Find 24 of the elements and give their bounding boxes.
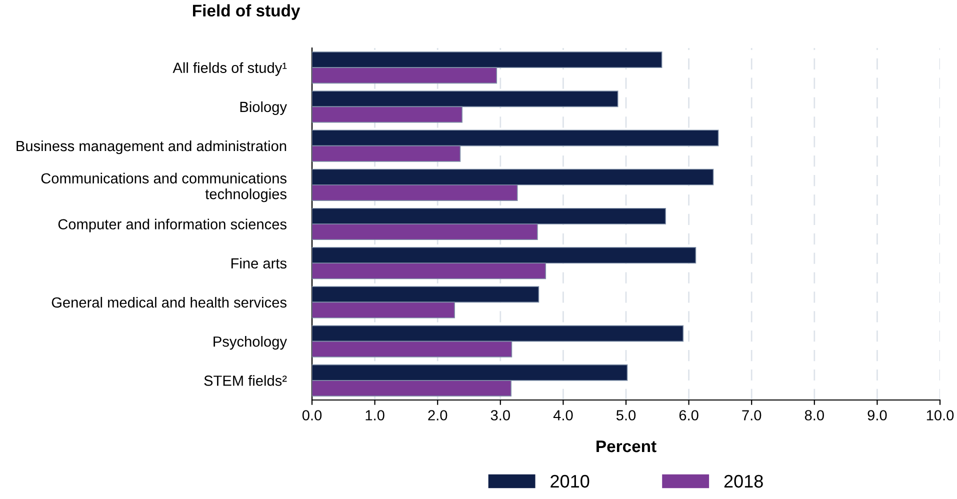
y-tick-label: Business management and administration [16,140,286,154]
x-tick-label: 4.0 [553,410,573,420]
y-tick-label: Communications and communications technologies [41,172,286,202]
x-tick-label: 0.0 [302,410,322,420]
legend-label: 2018 [724,474,763,488]
x-tick-label: 10.0 [926,410,954,420]
y-tick-label: Psychology [214,336,287,350]
y-tick-label: General medical and health services [52,296,286,308]
x-tick-label: 8.0 [804,410,824,420]
x-tick-label: 9.0 [868,410,887,420]
y-tick-label: Biology [240,101,287,115]
x-tick-label: 2.0 [428,410,448,420]
y-tick-label: STEM fields² [204,375,287,386]
y-tick-label: All fields of study¹ [172,62,287,76]
y-axis-title: Field of study [193,4,300,20]
x-tick-label: 3.0 [490,410,510,420]
legend-label: 2010 [550,474,590,488]
x-tick-label: 6.0 [679,410,698,420]
x-axis-title: Percent [596,440,656,452]
x-tick-label: 1.0 [366,410,384,420]
x-tick-label: 7.0 [742,410,762,420]
y-tick-label: Fine arts [231,258,286,269]
x-tick-label: 5.0 [616,410,636,420]
y-tick-label: Computer and information sciences [58,218,286,232]
